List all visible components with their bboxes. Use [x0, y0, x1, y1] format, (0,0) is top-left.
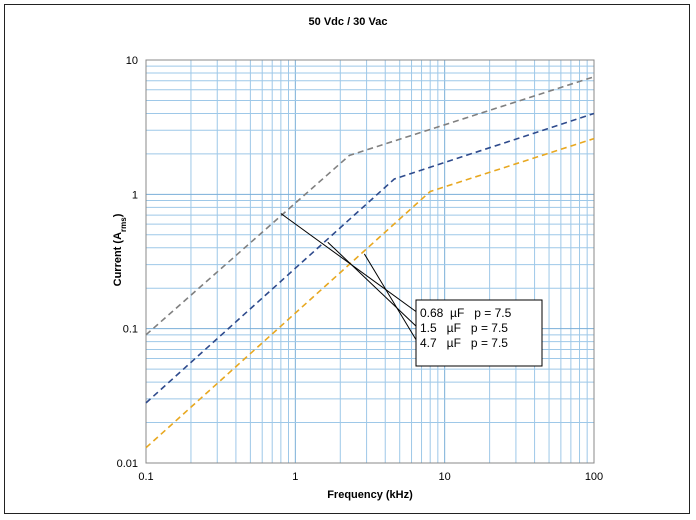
plot-area-border: [145, 59, 595, 464]
chart-title: 50 Vdc / 30 Vac: [309, 16, 388, 28]
chart-frame: [4, 4, 690, 514]
legend: 0.68 µF p = 7.51.5 µF p = 7.54.7 µF p = …: [420, 306, 512, 350]
x-tick-label: 100: [585, 471, 603, 483]
grid-lines: [145, 60, 594, 464]
y-tick-label: 0.01: [117, 458, 138, 470]
x-tick-label: 10: [439, 471, 451, 483]
series-line-2: [145, 112, 595, 404]
legend-box: [415, 299, 543, 367]
y-axis-label-sub: rms: [119, 217, 128, 232]
y-axis-label-close: ): [112, 213, 124, 217]
x-tick-label: 1: [292, 471, 298, 483]
x-axis-label: Frequency (kHz): [327, 489, 413, 501]
y-axis-label: Current (Arms): [112, 213, 128, 286]
callout-line-2: [327, 241, 419, 329]
legend-callouts: [280, 213, 419, 344]
y-tick-label: 1: [132, 189, 138, 201]
series-lines: [145, 76, 595, 449]
y-tick-label: 10: [126, 55, 138, 67]
x-tick-labels: 0.1 1 10 100: [138, 471, 603, 483]
series-line-1: [145, 76, 595, 336]
series-line-3: [145, 137, 595, 449]
y-tick-label: 0.1: [123, 324, 138, 336]
x-tick-label: 0.1: [138, 471, 153, 483]
y-tick-labels: 0.01 0.1 1 10: [117, 55, 138, 470]
legend-entry-3: 4.7 µF p = 7.5: [420, 336, 508, 350]
y-axis-label-main: Current (A: [112, 232, 124, 286]
legend-entry-1: 0.68 µF p = 7.5: [420, 306, 512, 320]
legend-entry-2: 1.5 µF p = 7.5: [420, 321, 508, 335]
callout-line-3: [363, 253, 419, 344]
